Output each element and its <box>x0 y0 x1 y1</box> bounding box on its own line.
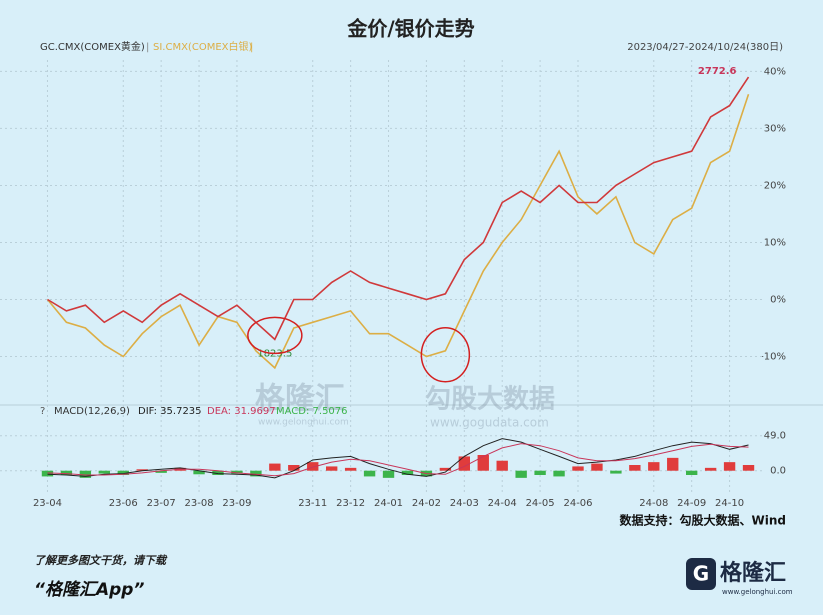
x-tick-label: 24-05 <box>526 498 555 509</box>
macd-bar <box>686 470 698 475</box>
macd-bar <box>344 467 357 471</box>
macd-bar <box>439 467 452 471</box>
macd-bar <box>193 470 205 475</box>
x-tick-label: 23-09 <box>222 498 251 509</box>
macd-bar <box>41 470 54 477</box>
macd-bar <box>553 470 565 477</box>
macd-bar <box>212 470 224 475</box>
y-tick-label: 20% <box>764 180 786 191</box>
legend-gold: GC.CMX(COMEX黄金) <box>40 40 145 53</box>
annotation-high: 2772.6 <box>698 66 737 77</box>
macd-bar <box>269 463 281 471</box>
macd-label: MACD(12,26,9) <box>54 406 130 417</box>
dea-label: DEA: 31.9697 <box>207 406 276 417</box>
macd-bar <box>401 470 414 475</box>
macd-bar <box>326 466 338 471</box>
x-tick-label: 24-08 <box>639 498 668 509</box>
macd-bar <box>382 470 395 478</box>
y-tick-label: 40% <box>764 66 786 77</box>
x-tick-label: 23-04 <box>33 498 62 509</box>
watermark-left: 格隆汇 <box>255 382 345 417</box>
macd-bar <box>363 470 376 477</box>
macd-bar <box>136 469 148 471</box>
macd-bar <box>610 470 622 474</box>
title: 金价/银价走势 <box>346 17 474 41</box>
help-icon: ? <box>40 406 45 417</box>
macd-bar <box>231 470 243 474</box>
x-tick-label: 23-08 <box>185 498 214 509</box>
macd-bar <box>60 470 73 475</box>
macd-bar <box>648 462 660 471</box>
highlight-circle <box>247 316 303 355</box>
macd-line <box>47 438 749 479</box>
macd-bar <box>155 470 167 473</box>
macd-bar <box>704 467 717 471</box>
app-name: “格隆汇App” <box>34 580 144 600</box>
macd-bar <box>250 470 262 477</box>
macd-bar <box>288 465 300 471</box>
x-tick-label: 24-01 <box>374 498 403 509</box>
x-tick-label: 24-02 <box>412 498 441 509</box>
logo-url: www.gelonghui.com <box>722 588 793 596</box>
price-line <box>46 93 750 370</box>
y-tick-label: 10% <box>764 237 786 248</box>
x-tick-label: 24-04 <box>488 498 517 509</box>
macd-bar <box>742 465 755 471</box>
macd-bar <box>307 462 319 471</box>
date-range: 2023/04/27-2024/10/24(380日) <box>627 42 783 53</box>
macd-bar <box>98 470 110 474</box>
macd-value-label: MACD: 7.5076 <box>276 406 348 417</box>
macd-bar <box>572 466 584 471</box>
promo: 了解更多图文干货，请下载 <box>34 554 168 567</box>
macd-bar <box>591 463 603 471</box>
watermark-right: 勾股大数据 <box>425 385 555 415</box>
y-tick-label: -10% <box>760 351 786 362</box>
watermark: 格隆汇 www.gelonghui.com 勾股大数据 www.gogudata… <box>255 382 555 430</box>
macd-bar <box>534 470 546 475</box>
macd-line <box>47 443 749 477</box>
x-tick-label: 24-09 <box>677 498 706 509</box>
x-tick-label: 24-10 <box>715 498 744 509</box>
macd-bar <box>723 462 736 471</box>
logo-text: 格隆汇 <box>720 560 786 586</box>
x-tick-label: 23-07 <box>147 498 176 509</box>
x-tick-label: 24-03 <box>450 498 479 509</box>
macd-bar <box>496 460 508 471</box>
logo-icon-letter: G <box>693 562 709 586</box>
y-tick-label: 49.0 <box>764 431 786 442</box>
watermark-left-url: www.gelonghui.com <box>258 418 349 428</box>
separator: | <box>146 42 149 53</box>
y-tick-label: 0.0 <box>770 466 786 477</box>
macd-bar <box>477 455 489 471</box>
dif-label: DIF: 35.7235 <box>138 406 202 417</box>
price-line <box>47 76 750 341</box>
legend-silver: SI.CMX(COMEX白银) <box>153 40 252 53</box>
x-tick-label: 23-12 <box>336 498 365 509</box>
highlight-circle <box>420 327 471 383</box>
y-tick-label: 0% <box>770 294 786 305</box>
y-tick-label: 30% <box>764 123 786 134</box>
source: 数据支持：勾股大数据、Wind <box>620 513 786 528</box>
macd-bar <box>515 470 527 478</box>
watermark-right-url: www.gogudata.com <box>430 416 549 430</box>
logo-icon <box>686 558 716 590</box>
macd-bar <box>458 456 470 471</box>
macd-bar <box>667 457 679 471</box>
x-tick-label: 23-11 <box>298 498 327 509</box>
macd-bar <box>79 470 92 478</box>
x-tick-label: 24-06 <box>563 498 592 509</box>
x-tick-label: 23-06 <box>109 498 138 509</box>
macd-bar <box>117 470 129 475</box>
macd-bar <box>629 465 641 471</box>
separator: | <box>250 42 253 53</box>
